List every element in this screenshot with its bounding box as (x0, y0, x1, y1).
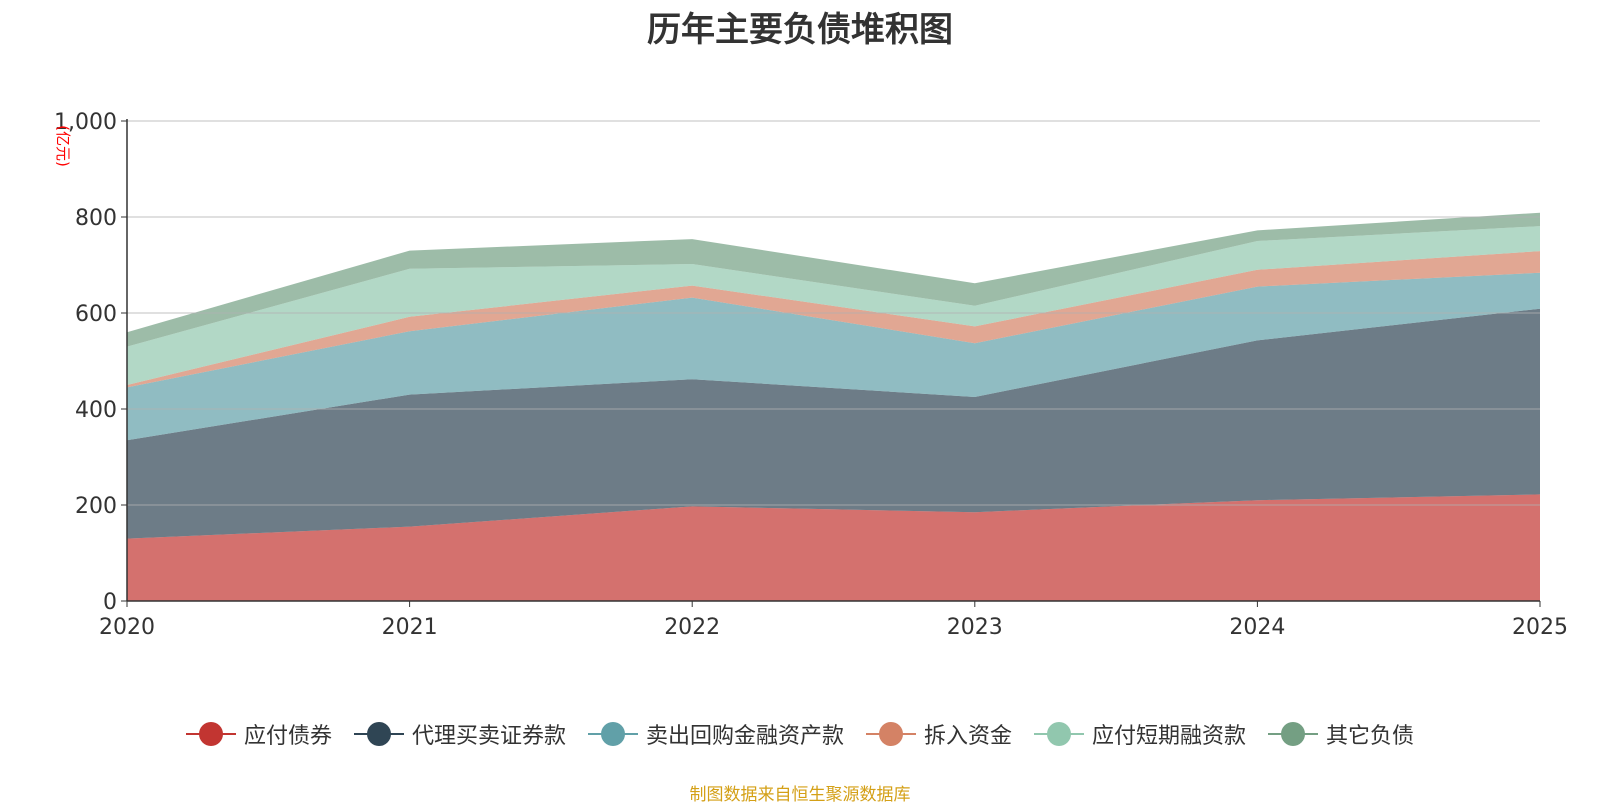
x-tick-label: 2022 (664, 615, 720, 640)
legend-label: 应付短期融资款 (1092, 724, 1247, 749)
legend-marker-icon (185, 722, 236, 746)
y-axis-unit-label: (亿元) (54, 125, 72, 167)
x-tick-label: 2021 (382, 615, 438, 640)
x-tick-label: 2025 (1512, 615, 1568, 640)
source-note: 制图数据来自恒生聚源数据库 (689, 785, 911, 805)
y-tick-label: 400 (75, 398, 117, 423)
legend-marker-icon (866, 722, 916, 746)
chart-title: 历年主要负债堆积图 (647, 10, 953, 50)
area-series-4 (127, 251, 1540, 388)
legend-item[interactable]: 应付短期融资款 (1034, 718, 1246, 750)
legend-item[interactable]: 应付债券 (185, 718, 332, 750)
x-tick-label: 2023 (947, 615, 1003, 640)
area-series-3 (127, 272, 1540, 441)
legend-label: 其它负债 (1326, 724, 1415, 749)
grid-lines (127, 120, 1540, 506)
area-series-6 (127, 212, 1540, 347)
x-tick-label: 2020 (99, 615, 155, 640)
area-series (127, 212, 1540, 601)
y-tick-label: 800 (75, 206, 117, 231)
y-tick-label: 600 (75, 302, 117, 327)
legend-label: 应付债券 (243, 724, 332, 749)
area-series-1 (127, 494, 1540, 601)
area-series-2 (127, 308, 1540, 539)
legend-item[interactable]: 代理买卖证券款 (353, 718, 566, 750)
legend-item[interactable]: 卖出回购金融资产款 (587, 718, 844, 750)
legend-marker-icon (1268, 722, 1319, 746)
legend: 应付债券 代理买卖证券款 卖出回购金融资产款 拆入资金 应付短期融资款 其它负债 (0, 718, 1600, 750)
y-tick-label: 0 (103, 590, 117, 615)
legend-label: 代理买卖证券款 (411, 724, 566, 749)
x-tick-label: 2024 (1229, 615, 1285, 640)
y-tick-label: 200 (75, 494, 117, 519)
legend-item[interactable]: 其它负债 (1268, 718, 1414, 750)
legend-marker-icon (353, 722, 404, 746)
legend-marker-icon (587, 722, 638, 746)
axes: 0 200 400 600 800 1,000 2020 2021 2022 2023 2024 20… (54, 110, 1568, 640)
legend-label: 卖出回购金融资产款 (645, 724, 844, 749)
legend-item[interactable]: 拆入资金 (866, 718, 1012, 750)
y-tick-label: 1,000 (54, 110, 117, 135)
area-series-5 (127, 226, 1540, 385)
legend-label: 拆入资金 (924, 724, 1013, 749)
legend-marker-icon (1034, 722, 1085, 746)
